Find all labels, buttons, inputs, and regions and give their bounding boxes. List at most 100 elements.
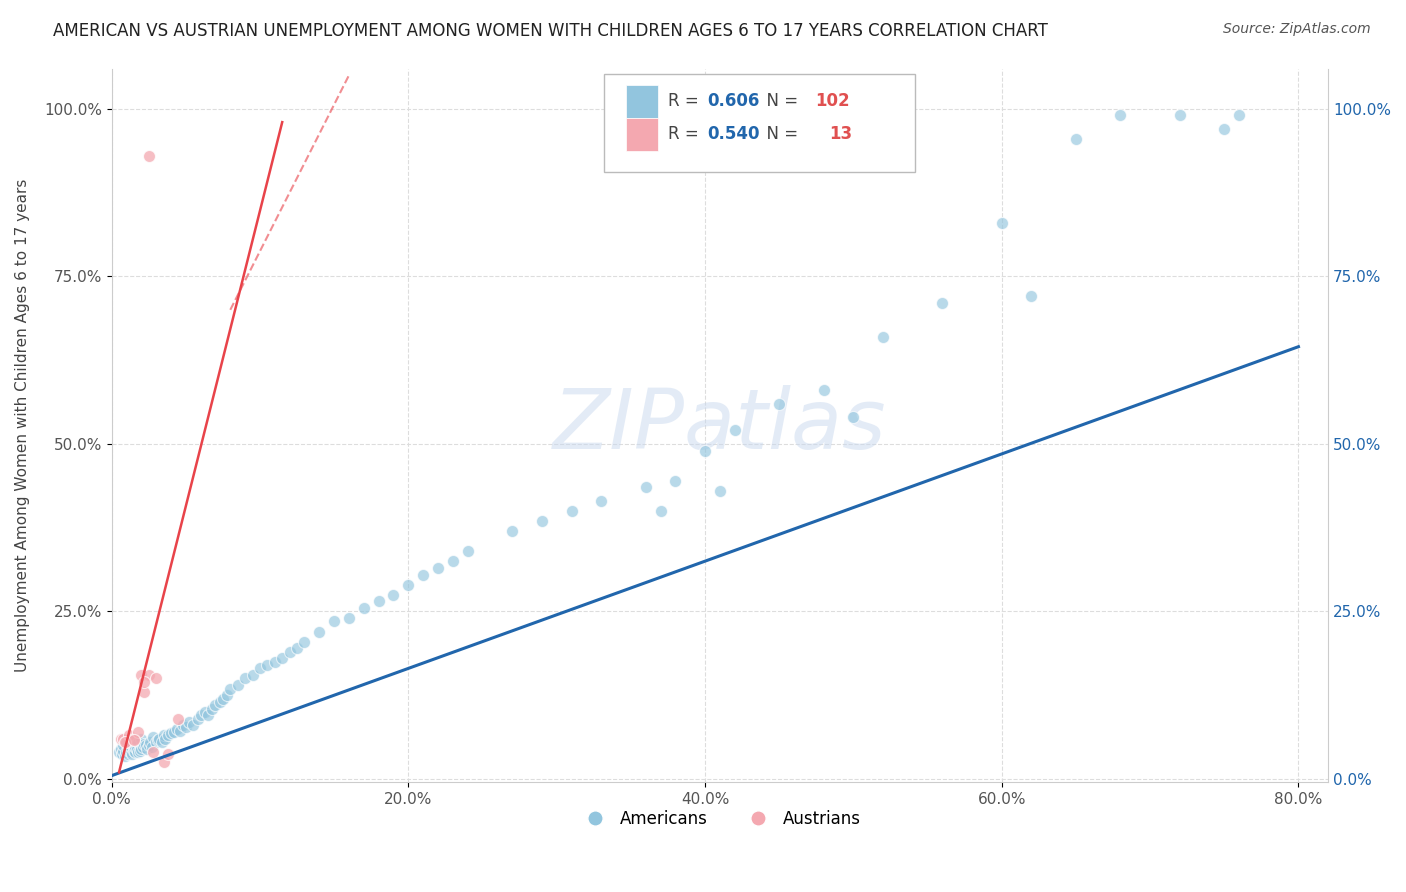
Point: [872, 329, 894, 343]
Point: [323, 615, 346, 629]
Point: [560, 504, 582, 518]
Point: [427, 561, 450, 575]
Point: [217, 688, 239, 702]
Point: [145, 672, 167, 686]
Point: [117, 747, 139, 761]
Point: [367, 594, 389, 608]
Point: [129, 668, 152, 682]
Text: R =: R =: [668, 93, 703, 111]
Point: [111, 747, 134, 761]
Point: [664, 474, 686, 488]
Point: [242, 668, 264, 682]
Point: [208, 695, 231, 709]
Point: [138, 668, 160, 682]
Point: [308, 624, 330, 639]
Point: [135, 739, 157, 753]
Point: [134, 685, 156, 699]
Point: [122, 731, 145, 746]
Point: [278, 645, 301, 659]
Point: [724, 424, 747, 438]
Point: [167, 712, 190, 726]
Point: [166, 722, 188, 736]
Point: [212, 691, 235, 706]
Point: [145, 735, 167, 749]
Point: [118, 744, 141, 758]
Point: [842, 410, 865, 425]
Point: [121, 747, 143, 761]
Point: [134, 737, 156, 751]
Point: [931, 296, 953, 310]
Point: [187, 712, 209, 726]
Point: [990, 216, 1012, 230]
Point: [201, 701, 224, 715]
Text: 13: 13: [830, 125, 852, 144]
Point: [112, 739, 135, 753]
Point: [169, 723, 191, 738]
Point: [148, 731, 170, 746]
Point: [142, 745, 165, 759]
Point: [1109, 108, 1132, 122]
Point: [271, 651, 294, 665]
Point: [226, 678, 249, 692]
Point: [110, 742, 132, 756]
Point: [190, 708, 212, 723]
Point: [530, 514, 553, 528]
Point: [128, 744, 150, 758]
Point: [501, 524, 523, 538]
Text: R =: R =: [668, 125, 703, 144]
Point: [172, 718, 194, 732]
Point: [136, 742, 159, 756]
Point: [117, 742, 139, 756]
Point: [163, 725, 186, 739]
Point: [194, 705, 217, 719]
Point: [132, 739, 155, 754]
Point: [110, 731, 132, 746]
Point: [118, 728, 141, 742]
Point: [142, 731, 165, 745]
Point: [249, 661, 271, 675]
Point: [122, 744, 145, 758]
Point: [114, 735, 136, 749]
FancyBboxPatch shape: [626, 85, 658, 118]
Point: [693, 443, 716, 458]
Point: [160, 726, 183, 740]
Text: N =: N =: [756, 125, 804, 144]
Point: [121, 737, 143, 751]
Point: [219, 681, 242, 696]
Point: [709, 483, 731, 498]
Y-axis label: Unemployment Among Women with Children Ages 6 to 17 years: Unemployment Among Women with Children A…: [15, 178, 30, 673]
Point: [337, 611, 360, 625]
Point: [115, 735, 138, 749]
Text: ZIPatlas: ZIPatlas: [553, 385, 887, 466]
Point: [412, 567, 434, 582]
Text: 0.606: 0.606: [707, 93, 761, 111]
Point: [122, 733, 145, 747]
Point: [441, 554, 464, 568]
Point: [115, 735, 138, 749]
Point: [124, 739, 146, 754]
Point: [146, 733, 169, 747]
Point: [1064, 132, 1087, 146]
Point: [139, 735, 162, 749]
Point: [141, 739, 163, 754]
Point: [127, 735, 149, 749]
Point: [156, 747, 179, 761]
Point: [174, 720, 197, 734]
Point: [138, 149, 160, 163]
Point: [353, 601, 375, 615]
FancyBboxPatch shape: [605, 73, 914, 172]
FancyBboxPatch shape: [626, 118, 658, 151]
Point: [153, 731, 176, 746]
Point: [177, 714, 200, 729]
Point: [591, 493, 613, 508]
Point: [1021, 289, 1043, 303]
Point: [127, 725, 149, 739]
Point: [197, 708, 219, 723]
Point: [129, 731, 152, 746]
Point: [813, 383, 835, 397]
Point: [108, 745, 131, 759]
Point: [152, 728, 174, 742]
Point: [114, 748, 136, 763]
Point: [129, 742, 152, 756]
Point: [124, 745, 146, 759]
